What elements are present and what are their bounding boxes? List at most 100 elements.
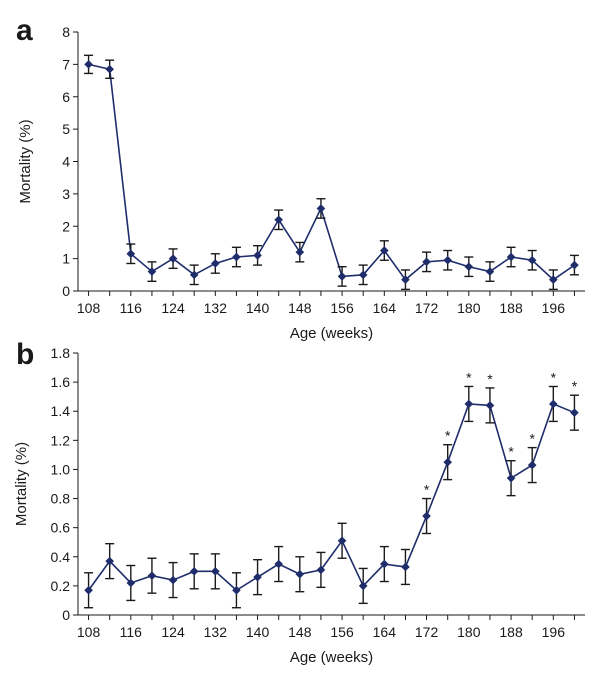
x-tick-label: 172: [415, 300, 439, 316]
data-point: [443, 255, 452, 265]
data-point: [549, 275, 558, 284]
y-tick-label: 5: [62, 121, 70, 137]
y-tick-label: 0: [62, 283, 70, 299]
x-tick-label: 164: [373, 300, 397, 316]
y-tick-label: 1.4: [51, 403, 71, 419]
data-point: [253, 572, 262, 582]
x-tick-label: 156: [330, 624, 354, 640]
significance-marker: *: [466, 369, 472, 385]
x-tick-label: 124: [161, 300, 185, 316]
x-tick-label: 180: [457, 624, 481, 640]
data-point: [105, 556, 114, 566]
significance-marker: *: [529, 431, 535, 447]
data-point: [274, 559, 283, 569]
data-point: [358, 270, 368, 280]
x-tick-label: 148: [288, 300, 312, 316]
y-tick-label: 7: [62, 56, 70, 72]
data-point: [189, 270, 199, 280]
x-tick-label: 188: [499, 300, 523, 316]
data-point: [380, 246, 389, 255]
significance-marker: *: [424, 482, 430, 498]
data-point: [506, 252, 516, 262]
y-tick-label: 4: [62, 154, 70, 170]
y-tick-label: 0: [62, 607, 70, 623]
x-tick-label: 116: [120, 624, 143, 640]
y-tick-label: 2: [62, 218, 70, 234]
x-tick-label: 132: [204, 624, 228, 640]
x-tick-label: 148: [288, 624, 312, 640]
data-point: [337, 272, 347, 281]
x-tick-label: 140: [246, 624, 270, 640]
data-point: [295, 569, 305, 579]
data-point: [485, 401, 495, 410]
panel-label: b: [16, 338, 34, 371]
chart-panel-a: a 0 1 2 3 4 5 6 7 8 108 116 124 132 140 148 156 164 172 180…: [16, 14, 585, 342]
data-point: [147, 571, 157, 581]
y-axis-title: Mortality (%): [17, 119, 34, 203]
data-point: [232, 585, 241, 595]
y-tick-label: 0.2: [51, 578, 71, 594]
x-tick-label: 108: [77, 624, 101, 640]
data-point: [105, 64, 114, 74]
data-point: [253, 251, 262, 260]
data-point: [126, 578, 136, 588]
data-point: [422, 511, 431, 521]
x-tick-label: 196: [542, 300, 566, 316]
series-line: [87, 402, 575, 592]
x-tick-label: 132: [204, 300, 228, 316]
x-tick-label: 180: [457, 300, 481, 316]
data-point: [485, 267, 495, 276]
y-tick-label: 3: [62, 186, 70, 202]
x-tick-label: 124: [161, 624, 185, 640]
data-point: [570, 260, 579, 270]
data-point: [549, 399, 558, 409]
data-point: [232, 252, 241, 262]
x-tick-label: 172: [415, 624, 439, 640]
data-point: [211, 259, 220, 268]
significance-marker: *: [551, 369, 557, 385]
y-tick-label: 1.2: [51, 432, 71, 448]
data-point: [316, 204, 326, 213]
y-tick-label: 6: [62, 89, 70, 105]
data-point: [147, 267, 157, 276]
data-point: [570, 408, 579, 417]
series-line: [88, 63, 575, 281]
data-point: [211, 567, 220, 576]
x-tick-label: 156: [330, 300, 354, 316]
x-tick-label: 108: [77, 300, 101, 316]
x-tick-label: 196: [542, 624, 566, 640]
x-tick-label: 140: [246, 300, 270, 316]
x-axis-title: Age (weeks): [290, 649, 373, 666]
data-point: [527, 255, 537, 265]
y-tick-label: 1.8: [51, 345, 71, 361]
y-axis-title: Mortality (%): [13, 442, 30, 526]
y-tick-label: 1: [62, 251, 70, 267]
data-point: [464, 262, 474, 272]
data-point: [168, 254, 178, 263]
data-point: [443, 457, 452, 467]
data-point: [358, 581, 368, 591]
y-tick-label: 8: [62, 24, 70, 40]
significance-marker: *: [445, 428, 451, 444]
data-point: [316, 565, 326, 575]
data-point: [295, 247, 305, 257]
data-point: [401, 562, 410, 572]
x-tick-label: 164: [373, 624, 397, 640]
data-point: [274, 215, 283, 225]
significance-marker: *: [508, 444, 514, 460]
data-point: [506, 473, 516, 483]
y-tick-label: 1.6: [51, 374, 71, 390]
data-point: [168, 575, 178, 585]
y-tick-label: 0.8: [51, 491, 71, 507]
data-point: [422, 257, 431, 267]
data-point: [126, 249, 136, 259]
x-axis-title: Age (weeks): [290, 325, 373, 342]
panel-label: a: [16, 14, 33, 47]
data-point: [464, 399, 474, 409]
data-point: [84, 60, 93, 69]
significance-marker: *: [487, 371, 493, 387]
x-tick-label: 116: [120, 300, 143, 316]
data-point: [380, 559, 389, 569]
data-point: [84, 585, 93, 595]
